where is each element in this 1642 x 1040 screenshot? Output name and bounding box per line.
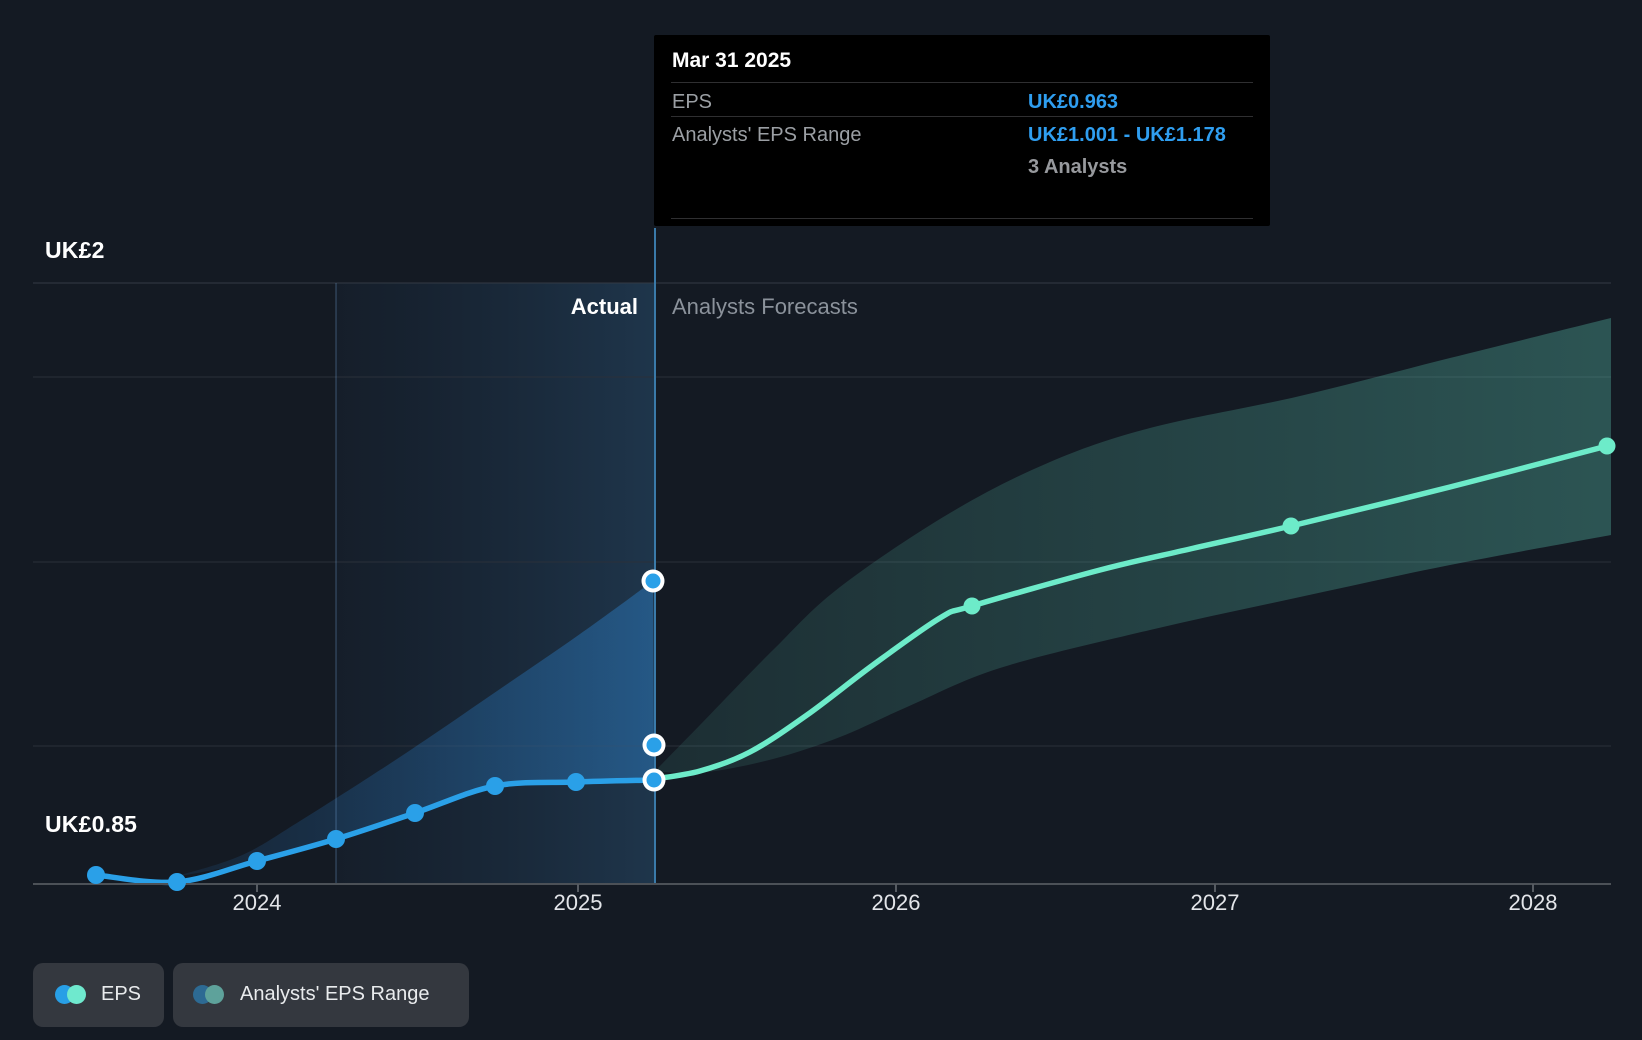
x-axis-label-2028: 2028	[1508, 890, 1558, 915]
tooltip-analyst-count: 3 Analysts	[1028, 156, 1128, 178]
tooltip-divider	[671, 218, 1253, 219]
chart-tooltip: Mar 31 2025 EPS UK£0.963 Analysts' EPS R…	[654, 35, 1270, 226]
y-axis-max-label: UK£2	[45, 237, 105, 263]
highlighted-data-point[interactable]	[645, 573, 661, 589]
actual-data-point[interactable]	[486, 777, 504, 795]
x-axis-label-2026: 2026	[871, 890, 921, 915]
tooltip-eps-value: UK£0.963	[1028, 91, 1119, 113]
x-axis-label-2027: 2027	[1190, 890, 1240, 915]
y-axis-min-label: UK£0.85	[45, 811, 138, 837]
x-axis-label-2024: 2024	[232, 890, 282, 915]
forecast-data-point[interactable]	[1598, 437, 1616, 455]
x-axis-label-2025: 2025	[553, 890, 603, 915]
tooltip-range-label: Analysts' EPS Range	[672, 124, 862, 146]
actual-phase-label: Actual	[570, 294, 638, 319]
actual-analyst-range-area	[170, 581, 654, 878]
tooltip-range-value: UK£1.001 - UK£1.178	[1028, 124, 1226, 146]
actual-data-point[interactable]	[567, 773, 585, 791]
actual-data-point[interactable]	[87, 866, 105, 884]
actual-data-point[interactable]	[248, 852, 266, 870]
forecast-data-point[interactable]	[1282, 517, 1300, 535]
legend-eps-range-label: Analysts' EPS Range	[240, 983, 430, 1005]
legend-eps-label: EPS	[101, 983, 142, 1005]
highlighted-data-point[interactable]	[646, 737, 662, 753]
tooltip-divider	[671, 116, 1253, 117]
tooltip-eps-label: EPS	[672, 91, 713, 113]
tooltip-date: Mar 31 2025	[672, 49, 792, 72]
actual-data-point[interactable]	[327, 830, 345, 848]
forecast-phase-label: Analysts Forecasts	[672, 294, 858, 319]
legend-eps-toggle[interactable]: EPS	[33, 963, 164, 1027]
actual-data-point[interactable]	[168, 873, 186, 891]
legend-eps-range-toggle[interactable]: Analysts' EPS Range	[173, 963, 469, 1027]
range-forecast-color-icon	[205, 985, 224, 1004]
actual-data-point[interactable]	[406, 804, 424, 822]
eps-forecast-color-icon	[67, 985, 86, 1004]
tooltip-divider	[671, 82, 1253, 83]
forecast-analyst-range-area	[658, 318, 1611, 773]
forecast-data-point[interactable]	[963, 597, 981, 615]
highlighted-data-point[interactable]	[646, 772, 662, 788]
